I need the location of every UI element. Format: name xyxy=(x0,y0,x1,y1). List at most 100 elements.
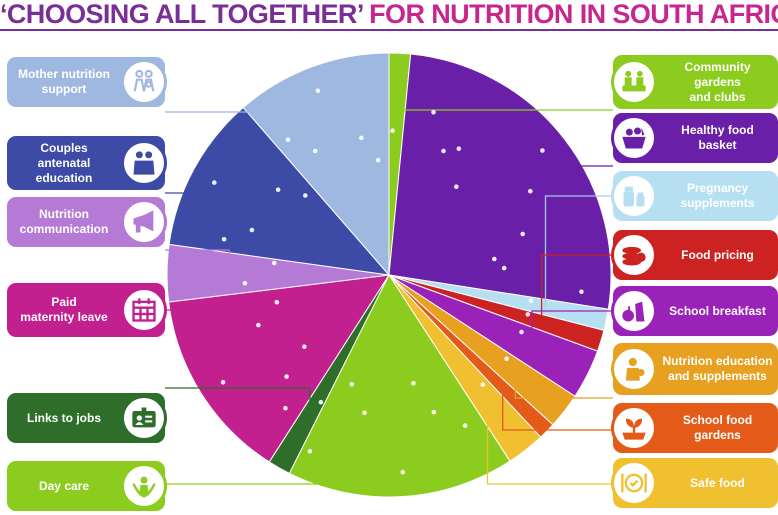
decor-dot xyxy=(540,148,545,153)
legend-day-care: Day care xyxy=(7,461,167,511)
decor-dot xyxy=(411,381,416,386)
community-icon xyxy=(611,59,657,105)
decor-dot xyxy=(315,88,321,93)
leader-line-day-care xyxy=(165,434,399,485)
megaphone-icon xyxy=(121,199,167,245)
legend-label: Day care xyxy=(38,478,90,493)
legend-label: Healthy food basket xyxy=(681,123,754,152)
decor-dot xyxy=(480,382,486,387)
decor-dot xyxy=(431,409,437,415)
decor-dot xyxy=(525,312,531,317)
legend-pregnancy-supplements: Pregnancy supplements xyxy=(611,171,778,221)
legend-label: Paid maternity leave xyxy=(20,295,108,324)
decor-dot xyxy=(220,380,226,385)
decor-dot xyxy=(454,184,459,189)
page-title: ‘CHOOSING ALL TOGETHER’ FOR NUTRITION IN… xyxy=(0,0,778,30)
leader-line-links-to-jobs xyxy=(165,387,311,414)
legend-school-breakfast: School breakfast xyxy=(611,286,778,336)
leader-line-couples-antenatal-education xyxy=(165,192,250,199)
decor-dot xyxy=(303,193,308,198)
leader-line-nutrition-education-and-supplements xyxy=(514,372,613,399)
decor-dot xyxy=(501,265,507,271)
decor-dot xyxy=(318,399,324,405)
pie-slice-healthy-food-basket xyxy=(388,53,612,310)
pie-slice-mother-nutrition-support xyxy=(242,52,390,277)
leader-line-school-food-gardens xyxy=(502,387,613,431)
leader-line-nutrition-communication xyxy=(165,249,230,274)
calendar-icon xyxy=(121,287,167,333)
leader-line-school-breakfast xyxy=(531,310,613,347)
decor-dot xyxy=(520,231,525,237)
decor-dot xyxy=(441,148,446,154)
title-underline xyxy=(0,29,778,31)
legend-school-food-gardens: School food gardens xyxy=(611,403,778,453)
leader-line-safe-food xyxy=(486,400,613,485)
legend-label: Nutrition communication xyxy=(19,207,109,236)
decor-dot xyxy=(212,180,217,185)
decor-dot xyxy=(528,298,534,304)
decor-dot xyxy=(285,137,291,143)
decor-dot xyxy=(312,148,318,154)
plant-icon xyxy=(611,405,657,451)
leader-line-healthy-food-basket xyxy=(514,165,613,178)
daycare-icon xyxy=(121,463,167,509)
leader-line-community-gardens-and-clubs xyxy=(396,109,613,116)
legend-mother-nutrition-support: Mother nutrition support xyxy=(7,57,167,107)
decor-dot xyxy=(400,469,406,475)
decor-dot xyxy=(242,280,248,286)
pie-slice-paid-maternity-leave xyxy=(168,274,390,463)
legend-label: Safe food xyxy=(690,475,745,490)
legend-community-gardens-and-clubs: Community gardens and clubs xyxy=(611,55,778,109)
decor-dot xyxy=(456,146,462,151)
legend-label: Mother nutrition support xyxy=(18,67,110,96)
legend-food-pricing: Food pricing xyxy=(611,230,778,280)
decor-dot xyxy=(274,299,280,305)
pie-slice-day-care xyxy=(288,273,511,498)
decor-dot xyxy=(528,188,533,194)
legend-label: School breakfast xyxy=(669,303,766,318)
decor-dot xyxy=(349,382,355,387)
id-card-icon xyxy=(121,395,167,441)
decor-dot xyxy=(579,289,584,295)
decor-dot xyxy=(249,227,255,233)
decor-dot xyxy=(362,410,367,416)
breakfast-icon xyxy=(611,288,657,334)
decor-dot xyxy=(462,423,468,428)
decor-dot xyxy=(431,110,436,115)
decor-dot xyxy=(375,157,381,163)
decor-dot xyxy=(390,128,395,133)
legend-links-to-jobs: Links to jobs xyxy=(7,393,167,443)
legend-label: Community gardens and clubs xyxy=(684,59,751,104)
decor-dot xyxy=(492,256,497,262)
coins-icon xyxy=(611,232,657,278)
legend-nutrition-communication: Nutrition communication xyxy=(7,197,167,247)
decor-dot xyxy=(256,322,261,328)
legend-label: Links to jobs xyxy=(26,410,101,425)
basket-icon xyxy=(611,115,657,161)
legend-label: Nutrition education and supplements xyxy=(662,354,773,383)
legend-label: School food gardens xyxy=(682,413,753,442)
decor-dot xyxy=(302,344,307,350)
decor-dot xyxy=(283,405,288,411)
leader-line-paid-maternity-leave xyxy=(165,309,255,361)
legend-label: Pregnancy supplements xyxy=(680,181,755,210)
decor-dot xyxy=(519,329,524,335)
decor-dot xyxy=(359,135,364,141)
education-icon xyxy=(611,346,657,392)
leader-line-mother-nutrition-support xyxy=(165,111,334,126)
title-part-1: ‘CHOOSING ALL TOGETHER’ xyxy=(0,0,363,29)
legend-label: Food pricing xyxy=(681,247,754,262)
leader-line-food-pricing xyxy=(540,254,613,323)
decor-dot xyxy=(284,374,289,379)
legend-safe-food: Safe food xyxy=(611,458,778,508)
legend-nutrition-education-and-supplements: Nutrition education and supplements xyxy=(611,343,778,395)
decor-dot xyxy=(504,356,509,362)
legend-paid-maternity-leave: Paid maternity leave xyxy=(7,283,167,337)
title-part-2: FOR NUTRITION IN SOUTH AFRICA xyxy=(369,0,778,29)
plate-icon xyxy=(611,460,657,506)
decor-dot xyxy=(271,260,277,266)
decor-dot xyxy=(275,187,281,192)
legend-label: Couples antenatal education xyxy=(35,140,93,185)
couple-icon xyxy=(121,140,167,186)
